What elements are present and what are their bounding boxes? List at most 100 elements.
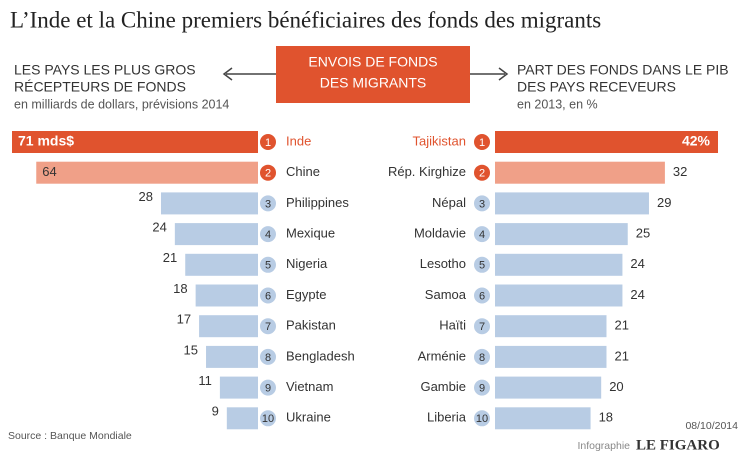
category-label: Mexique (286, 226, 335, 241)
bar (495, 345, 607, 368)
bar (495, 284, 623, 307)
bar (495, 407, 591, 430)
bar (195, 284, 258, 307)
category-label: Ukraine (286, 410, 331, 425)
rank: 7 (479, 321, 485, 333)
rank: 10 (262, 413, 274, 425)
category-label: Tajikistan (413, 133, 466, 148)
credit: Infographie (577, 440, 630, 452)
rank: 5 (265, 260, 271, 272)
rank-badge (473, 133, 491, 151)
value-label: 24 (152, 220, 166, 235)
rank-badge (259, 133, 277, 151)
value-label: 18 (599, 410, 613, 425)
rank: 6 (479, 290, 485, 302)
rank: 8 (479, 352, 485, 364)
value-label: 32 (673, 164, 687, 179)
bar (199, 315, 258, 338)
category-label: Liberia (427, 410, 467, 425)
rank: 9 (479, 383, 485, 395)
rank: 2 (479, 168, 485, 180)
rank-badge (473, 225, 491, 244)
category-label: Lesotho (420, 256, 466, 271)
left-header: RÉCEPTEURS DE FONDS (14, 79, 186, 95)
value-label: 64 (42, 164, 56, 179)
value-label: 71 mds$ (18, 133, 74, 149)
rank: 4 (479, 229, 485, 241)
value-label: 21 (163, 250, 177, 265)
value-label: 24 (630, 256, 644, 271)
rank-badge (473, 194, 491, 213)
bar (495, 192, 649, 215)
rank-badge (473, 163, 491, 182)
bar (206, 345, 258, 368)
category-label: Nigeria (286, 256, 328, 271)
rank-badge (259, 317, 277, 336)
rank: 1 (265, 137, 271, 149)
value-label: 25 (636, 226, 650, 241)
category-label: Philippines (286, 195, 349, 210)
rank-badge (473, 347, 491, 366)
category-label: Samoa (425, 287, 467, 302)
rank: 3 (479, 198, 485, 210)
category-label: Egypte (286, 287, 326, 302)
center-box-line: ENVOIS DE FONDS (308, 54, 437, 70)
rank-badge (259, 194, 277, 213)
rank: 2 (265, 168, 271, 180)
right-header: PART DES FONDS DANS LE PIB (517, 62, 729, 78)
value-label: 21 (615, 348, 629, 363)
bar (226, 407, 258, 430)
bar (495, 253, 623, 276)
category-label: Moldavie (414, 226, 466, 241)
rank: 7 (265, 321, 271, 333)
rank: 4 (265, 229, 271, 241)
category-label: Inde (286, 133, 311, 148)
brand: LE FIGARO (636, 437, 720, 453)
rank-badge (473, 317, 491, 336)
bar (160, 192, 258, 215)
bar (219, 376, 258, 399)
category-label: Népal (432, 195, 466, 210)
value-label: 24 (630, 287, 644, 302)
right-subtitle: en 2013, en % (517, 97, 598, 111)
value-label: 18 (173, 281, 187, 296)
bar (495, 131, 718, 153)
value-label: 28 (139, 189, 153, 204)
value-label: 15 (184, 342, 198, 357)
rank-badge (473, 409, 491, 428)
bar (36, 161, 258, 184)
category-label: Arménie (418, 348, 466, 363)
rank-badge (473, 378, 491, 397)
bar (12, 131, 258, 153)
rank: 8 (265, 352, 271, 364)
category-label: Chine (286, 164, 320, 179)
rank-badge (259, 347, 277, 366)
rank-badge (259, 378, 277, 397)
bar (495, 161, 665, 184)
center-box (276, 46, 470, 103)
value-label: 20 (609, 379, 623, 394)
category-label: Haïti (439, 318, 466, 333)
value-label: 17 (177, 312, 191, 327)
rank-badge (259, 225, 277, 244)
left-subtitle: en milliards de dollars, prévisions 2014 (14, 97, 229, 111)
arrow-right (470, 67, 509, 81)
left-header: LES PAYS LES PLUS GROS (14, 62, 196, 78)
rank-badge (259, 409, 277, 428)
rank: 3 (265, 198, 271, 210)
date: 08/10/2014 (685, 420, 738, 432)
category-label: Gambie (420, 379, 466, 394)
value-label: 29 (657, 195, 671, 210)
value-label: 11 (198, 373, 212, 388)
rank: 9 (265, 383, 271, 395)
source: Source : Banque Mondiale (8, 430, 132, 442)
right-header: DES PAYS RECEVEURS (517, 79, 676, 95)
title: L’Inde et la Chine premiers bénéficiaire… (10, 7, 601, 32)
rank: 5 (479, 260, 485, 272)
bar (495, 315, 607, 338)
category-label: Bengladesh (286, 348, 355, 363)
rank: 1 (479, 137, 485, 149)
bar (174, 223, 258, 246)
category-label: Rép. Kirghize (388, 164, 466, 179)
